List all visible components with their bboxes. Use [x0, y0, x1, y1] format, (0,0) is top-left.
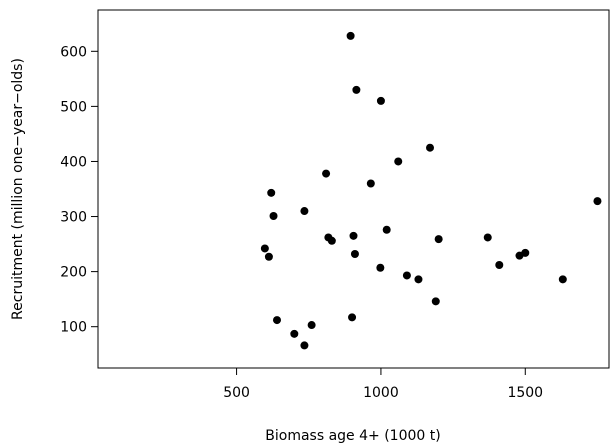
y-tick-label: 400 [60, 154, 87, 170]
y-tick-label: 300 [60, 210, 87, 226]
data-point [394, 157, 403, 166]
data-point [376, 96, 385, 105]
plot-frame [97, 9, 610, 369]
data-point [272, 316, 281, 325]
x-axis: 500 1000 1500 [223, 368, 543, 401]
data-point [290, 329, 299, 338]
data-point [431, 297, 440, 306]
data-point [593, 197, 602, 206]
data-point [349, 231, 358, 240]
y-axis-title: Recruitment (million one−year−olds) [10, 58, 26, 320]
y-axis: 100 200 300 400 500 600 [60, 44, 98, 336]
y-tick-label: 500 [60, 99, 87, 115]
plot-border [97, 9, 610, 369]
data-point [558, 275, 567, 284]
data-point [352, 85, 361, 94]
data-point [307, 321, 316, 330]
data-point [346, 31, 355, 40]
data-point [267, 188, 276, 197]
data-point [300, 207, 309, 216]
data-point [348, 313, 357, 322]
y-tick-label: 200 [60, 265, 87, 281]
data-point [350, 249, 359, 258]
x-tick-label: 1000 [363, 385, 399, 401]
data-point [426, 143, 435, 152]
x-tick-label: 1500 [507, 385, 543, 401]
data-point [414, 275, 423, 284]
data-point [300, 341, 309, 350]
data-points [260, 31, 602, 350]
data-point [260, 244, 269, 253]
data-point [382, 225, 391, 234]
data-point [402, 271, 411, 280]
data-point [376, 263, 385, 272]
data-point [483, 233, 492, 242]
data-point [366, 179, 375, 188]
data-point [495, 261, 504, 270]
x-tick-label: 500 [223, 385, 250, 401]
data-point [327, 236, 336, 245]
data-point [322, 169, 331, 178]
y-tick-label: 600 [60, 44, 87, 60]
x-axis-title: Biomass age 4+ (1000 t) [265, 428, 440, 444]
data-point [434, 235, 443, 244]
data-point [515, 251, 524, 260]
y-tick-label: 100 [60, 320, 87, 336]
data-point [264, 252, 273, 261]
data-point [269, 211, 278, 220]
